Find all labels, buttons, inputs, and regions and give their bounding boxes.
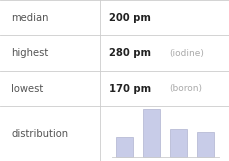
Text: distribution: distribution: [11, 129, 68, 139]
Text: (boron): (boron): [168, 84, 201, 93]
Text: (iodine): (iodine): [168, 49, 203, 58]
Text: 170 pm: 170 pm: [109, 84, 151, 94]
Bar: [142, 109, 160, 157]
Text: 280 pm: 280 pm: [109, 48, 151, 58]
Bar: [116, 137, 133, 157]
Text: lowest: lowest: [11, 84, 44, 94]
Text: 200 pm: 200 pm: [109, 13, 150, 23]
Bar: [169, 129, 186, 157]
Bar: [196, 132, 213, 157]
Text: highest: highest: [11, 48, 49, 58]
Text: median: median: [11, 13, 49, 23]
